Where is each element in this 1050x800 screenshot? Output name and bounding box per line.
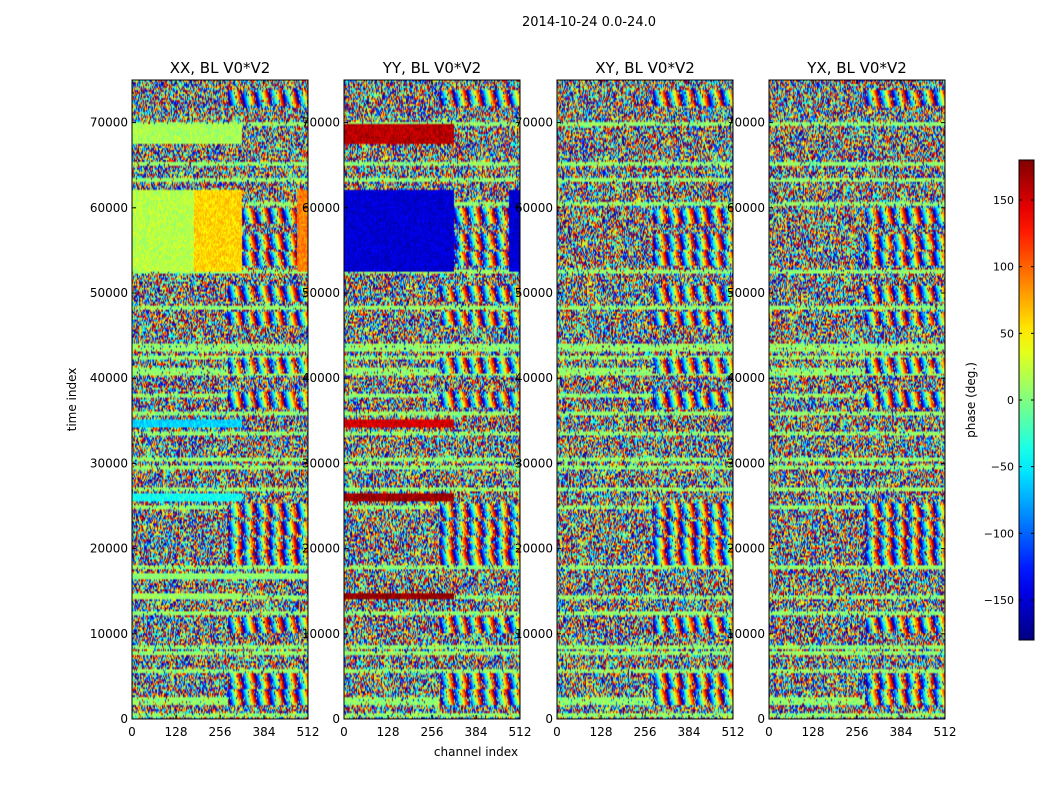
x-tick-label: 128 <box>590 725 613 739</box>
y-tick-label: 20000 <box>302 542 340 556</box>
y-tick-label: 10000 <box>727 627 765 641</box>
y-tick-label: 60000 <box>302 201 340 215</box>
y-tick-label: 10000 <box>302 627 340 641</box>
phase-image <box>557 80 733 719</box>
colorbar-tick-label: 150 <box>993 194 1014 207</box>
x-tick-label: 384 <box>253 725 276 739</box>
colorbar-tick-label: 0 <box>1007 394 1014 407</box>
y-tick-label: 0 <box>332 712 340 726</box>
y-tick-label: 40000 <box>515 371 553 385</box>
x-tick-label: 0 <box>128 725 136 739</box>
y-tick-label: 60000 <box>727 201 765 215</box>
y-tick-label: 70000 <box>515 116 553 130</box>
y-tick-label: 30000 <box>515 456 553 470</box>
x-tick-label: 128 <box>165 725 188 739</box>
colorbar-tick-label: −50 <box>991 461 1014 474</box>
y-tick-label: 0 <box>545 712 553 726</box>
x-axis-label: channel index <box>434 745 518 759</box>
panel-title: YY, BL V0*V2 <box>382 59 481 77</box>
y-tick-label: 50000 <box>302 286 340 300</box>
x-tick-label: 512 <box>722 725 745 739</box>
panel-2: YY, BL V0*V2 0 128 256 384 512 0 10000 20000 3000… <box>302 59 532 759</box>
y-tick-label: 0 <box>120 712 128 726</box>
y-tick-label: 20000 <box>515 542 553 556</box>
x-tick-label: 256 <box>634 725 657 739</box>
phase-image <box>132 80 308 719</box>
colorbar-tick-label: 50 <box>1000 327 1014 340</box>
y-tick-label: 40000 <box>727 371 765 385</box>
x-tick-label: 384 <box>678 725 701 739</box>
x-tick-label: 0 <box>765 725 773 739</box>
panel-3: XY, BL V0*V2 0 128 256 384 512 0 10000 20000 3000… <box>515 59 745 739</box>
y-tick-label: 40000 <box>302 371 340 385</box>
y-tick-label: 60000 <box>90 201 128 215</box>
y-tick-label: 50000 <box>515 286 553 300</box>
y-tick-label: 0 <box>757 712 765 726</box>
colorbar-tick-label: −150 <box>984 594 1014 607</box>
colorbar-label: phase (deg.) <box>964 362 978 438</box>
panel-title: XY, BL V0*V2 <box>595 59 695 77</box>
heatmap-panels: XX, BL V0*V2 0 128 256 384 512 0 10000 20000 3000… <box>65 59 956 759</box>
x-tick-label: 512 <box>934 725 957 739</box>
y-tick-label: 60000 <box>515 201 553 215</box>
y-tick-label: 10000 <box>90 627 128 641</box>
y-tick-label: 50000 <box>727 286 765 300</box>
y-tick-label: 70000 <box>90 116 128 130</box>
phase-image <box>344 80 520 719</box>
x-tick-label: 384 <box>890 725 913 739</box>
y-tick-label: 30000 <box>90 456 128 470</box>
x-tick-label: 128 <box>802 725 825 739</box>
x-tick-label: 0 <box>340 725 348 739</box>
x-tick-label: 384 <box>465 725 488 739</box>
y-tick-label: 30000 <box>302 456 340 470</box>
panel-title: XX, BL V0*V2 <box>170 59 271 77</box>
y-tick-label: 30000 <box>727 456 765 470</box>
y-tick-label: 70000 <box>302 116 340 130</box>
y-axis-label: time index <box>65 368 79 432</box>
figure-title: 2014-10-24 0.0-24.0 <box>522 15 656 30</box>
y-tick-label: 70000 <box>727 116 765 130</box>
phase-image <box>769 80 945 719</box>
x-tick-label: 0 <box>553 725 561 739</box>
y-tick-label: 40000 <box>90 371 128 385</box>
panel-4: YX, BL V0*V2 0 128 256 384 512 0 10000 20000 3000… <box>727 59 957 739</box>
panel-1: XX, BL V0*V2 0 128 256 384 512 0 10000 20000 3000… <box>65 59 319 739</box>
x-tick-label: 512 <box>297 725 320 739</box>
y-tick-label: 50000 <box>90 286 128 300</box>
x-tick-label: 256 <box>846 725 869 739</box>
colorbar-tick-label: −100 <box>984 527 1014 540</box>
x-tick-label: 256 <box>421 725 444 739</box>
x-tick-label: 128 <box>377 725 400 739</box>
colorbar-tick-label: 100 <box>993 261 1014 274</box>
panel-title: YX, BL V0*V2 <box>806 59 907 77</box>
y-tick-label: 20000 <box>727 542 765 556</box>
y-tick-label: 10000 <box>515 627 553 641</box>
x-tick-label: 256 <box>209 725 232 739</box>
y-tick-label: 20000 <box>90 542 128 556</box>
colorbar: 150 100 50 0 −50 −100 −150 phase (deg.) <box>964 159 1035 641</box>
x-tick-label: 512 <box>509 725 532 739</box>
